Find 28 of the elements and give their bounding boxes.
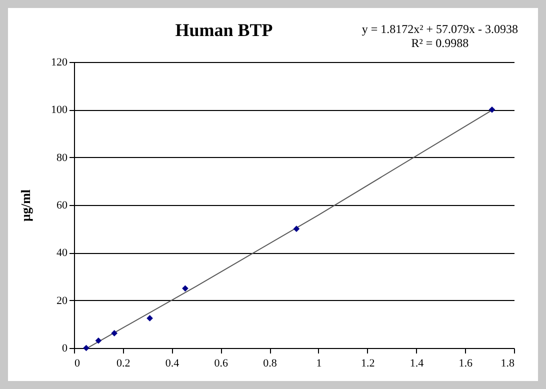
y-axis-title: µg/ml (18, 189, 33, 222)
x-tick-label: 1.8 (500, 358, 515, 370)
y-tick-label: 100 (51, 104, 68, 116)
point (488, 106, 496, 113)
x-tick-label: 1 (316, 358, 322, 370)
x-tick-label: 0.4 (165, 358, 180, 370)
x-tick-label: 1.4 (410, 358, 424, 370)
text: y = 1.8172x² + 57.079x - 3.0938 (362, 22, 518, 36)
point (182, 285, 188, 292)
x-tick-label: 0.6 (214, 358, 229, 370)
x-tick-label: 0.8 (263, 358, 278, 370)
x-tick-label: 0 (74, 358, 80, 370)
x-tick-label: 0.2 (116, 358, 130, 370)
y-tick-label: 0 (62, 342, 68, 354)
y-tick-label: 40 (56, 247, 68, 260)
y-tick-label: 60 (56, 200, 68, 212)
y-tick-label: 80 (56, 152, 68, 164)
point (293, 226, 300, 232)
y-tick-label: 120 (51, 56, 68, 68)
y-tick-label: 20 (56, 294, 68, 307)
chart-title: Human BTP (175, 20, 273, 40)
x-tick-label: 1.6 (458, 358, 473, 370)
x-tick-label: 1.2 (360, 358, 375, 370)
point (95, 337, 102, 344)
point (111, 330, 118, 336)
point (146, 315, 153, 322)
text: R² = 0.9988 (410, 36, 470, 50)
point (83, 344, 90, 352)
